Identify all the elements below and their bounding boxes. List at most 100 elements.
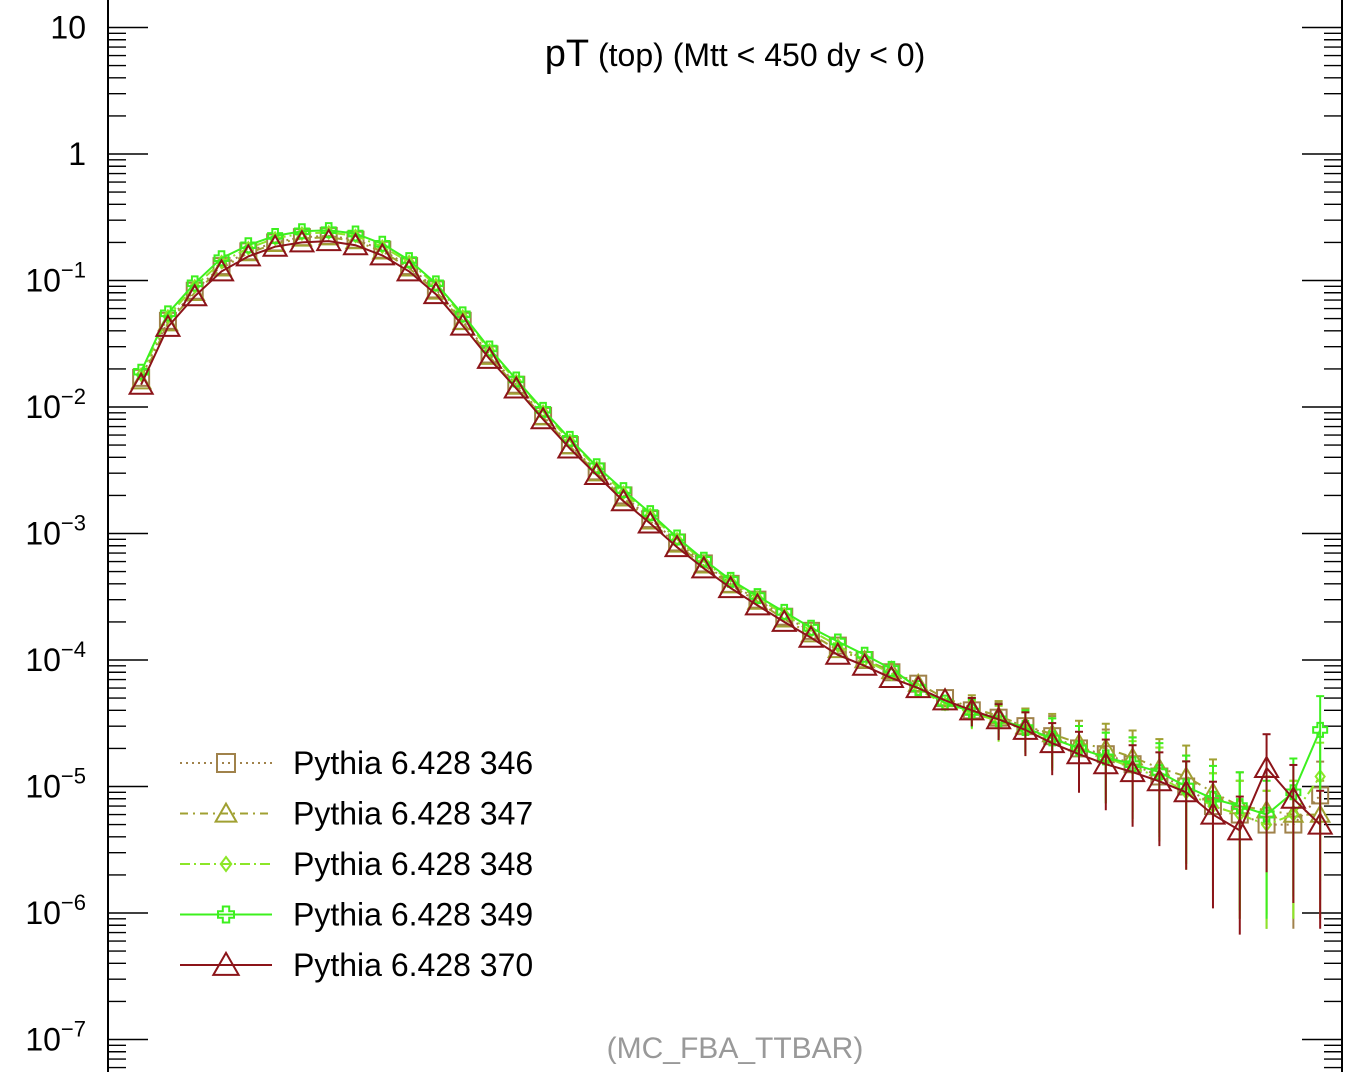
marker-triangle bbox=[208, 258, 235, 282]
y-tick-exponent: −1 bbox=[61, 258, 86, 283]
marker-triangle bbox=[771, 608, 798, 632]
marker-cross bbox=[615, 482, 632, 499]
marker-triangle bbox=[1226, 817, 1254, 841]
y-tick-label: 10−4 bbox=[25, 637, 86, 678]
marker-triangle bbox=[342, 232, 369, 256]
y-tick-exponent: −5 bbox=[61, 764, 86, 789]
legend-item: Pythia 6.428 348 bbox=[180, 846, 533, 882]
marker-cross bbox=[535, 401, 552, 418]
marker-triangle bbox=[154, 313, 182, 337]
y-tick-base: 10 bbox=[25, 769, 61, 805]
y-tick-base: 10 bbox=[25, 516, 61, 552]
marker-cross bbox=[1231, 798, 1248, 815]
legend: Pythia 6.428 346 Pythia 6.428 347 Pythia 6… bbox=[180, 745, 533, 983]
marker-cross bbox=[669, 529, 686, 546]
marker-diamond bbox=[617, 485, 630, 501]
marker-triangle bbox=[449, 312, 476, 336]
y-tick-label: 10−1 bbox=[25, 258, 86, 299]
marker-triangle bbox=[907, 672, 930, 692]
marker-triangle bbox=[213, 801, 239, 823]
y-tick-base: 10 bbox=[25, 642, 61, 678]
y-tick-label: 10−5 bbox=[25, 764, 86, 805]
marker-cross bbox=[267, 227, 284, 244]
series-group bbox=[127, 222, 1334, 935]
marker-triangle bbox=[529, 406, 557, 430]
marker-cross bbox=[481, 340, 498, 357]
y-tick-label: 10−2 bbox=[25, 384, 86, 425]
marker-diamond bbox=[188, 278, 201, 294]
marker-cross bbox=[1204, 790, 1221, 807]
marker-triangle bbox=[235, 243, 262, 267]
marker-triangle bbox=[931, 687, 959, 711]
marker-triangle bbox=[717, 575, 744, 599]
legend-item: Pythia 6.428 346 bbox=[180, 745, 533, 781]
marker-cross bbox=[1124, 756, 1141, 773]
marker-cross bbox=[320, 222, 337, 239]
title-rest: (top) (Mtt < 450 dy < 0) bbox=[589, 37, 925, 73]
marker-cross bbox=[856, 646, 873, 663]
y-tick-exponent: −4 bbox=[61, 637, 86, 662]
series-line bbox=[140, 231, 1322, 826]
marker-triangle bbox=[211, 950, 241, 976]
marker-triangle bbox=[261, 233, 289, 257]
marker-triangle bbox=[744, 592, 771, 616]
marker-triangle bbox=[1092, 751, 1120, 775]
series-line bbox=[140, 240, 1321, 832]
marker-cross bbox=[776, 603, 793, 620]
marker-triangle bbox=[583, 462, 610, 486]
legend-label: Pythia 6.428 347 bbox=[293, 796, 533, 832]
y-tick-base: 1 bbox=[68, 136, 86, 172]
marker-triangle bbox=[958, 697, 986, 721]
marker-diamond bbox=[456, 308, 469, 325]
axis-ticks bbox=[108, 26, 1342, 1069]
y-tick-base: 10 bbox=[25, 895, 61, 931]
series-line bbox=[140, 236, 1321, 816]
marker-cross bbox=[695, 551, 712, 568]
marker-cross bbox=[588, 458, 605, 475]
marker-cross bbox=[642, 505, 659, 522]
legend-label: Pythia 6.428 346 bbox=[293, 745, 533, 781]
y-tick-base: 10 bbox=[25, 1022, 61, 1058]
chart-title: pT (top) (Mtt < 450 dy < 0) bbox=[545, 33, 926, 75]
marker-triangle bbox=[1280, 785, 1307, 809]
marker-triangle bbox=[1012, 716, 1039, 740]
marker-triangle bbox=[422, 281, 450, 305]
marker-triangle bbox=[1253, 755, 1280, 779]
marker-triangle bbox=[797, 624, 825, 648]
marker-triangle bbox=[985, 706, 1012, 730]
marker-triangle bbox=[127, 371, 155, 395]
marker-cross bbox=[1151, 764, 1168, 781]
marker-cross bbox=[749, 588, 766, 605]
marker-square bbox=[216, 753, 236, 773]
plot-frame bbox=[107, 0, 1343, 1072]
marker-triangle bbox=[690, 555, 718, 579]
marker-diamond bbox=[162, 308, 174, 325]
series-line bbox=[140, 229, 1322, 816]
y-tick-label: 1 bbox=[68, 136, 86, 172]
marker-triangle bbox=[556, 435, 584, 459]
marker-cross bbox=[427, 275, 444, 292]
marker-triangle bbox=[851, 652, 878, 676]
marker-cross bbox=[803, 619, 820, 636]
y-tick-exponent: −6 bbox=[61, 890, 86, 915]
y-tick-exponent: −7 bbox=[61, 1017, 86, 1042]
legend-label: Pythia 6.428 348 bbox=[293, 846, 533, 882]
marker-triangle bbox=[904, 675, 932, 699]
marker-triangle bbox=[1119, 759, 1146, 783]
y-tick-base: 10 bbox=[25, 263, 61, 299]
marker-diamond bbox=[135, 367, 147, 383]
marker-diamond bbox=[219, 855, 233, 873]
title-main: pT bbox=[545, 33, 589, 75]
legend-item: Pythia 6.428 347 bbox=[180, 796, 533, 832]
legend-item: Pythia 6.428 349 bbox=[180, 897, 533, 933]
series-4 bbox=[127, 228, 1334, 935]
marker-triangle bbox=[1199, 801, 1227, 825]
legend-label: Pythia 6.428 349 bbox=[293, 897, 533, 933]
marker-triangle bbox=[395, 258, 423, 282]
y-tick-base: 10 bbox=[25, 389, 61, 425]
y-tick-label: 10−6 bbox=[25, 890, 86, 931]
marker-triangle bbox=[288, 229, 316, 253]
marker-triangle bbox=[1038, 730, 1066, 754]
